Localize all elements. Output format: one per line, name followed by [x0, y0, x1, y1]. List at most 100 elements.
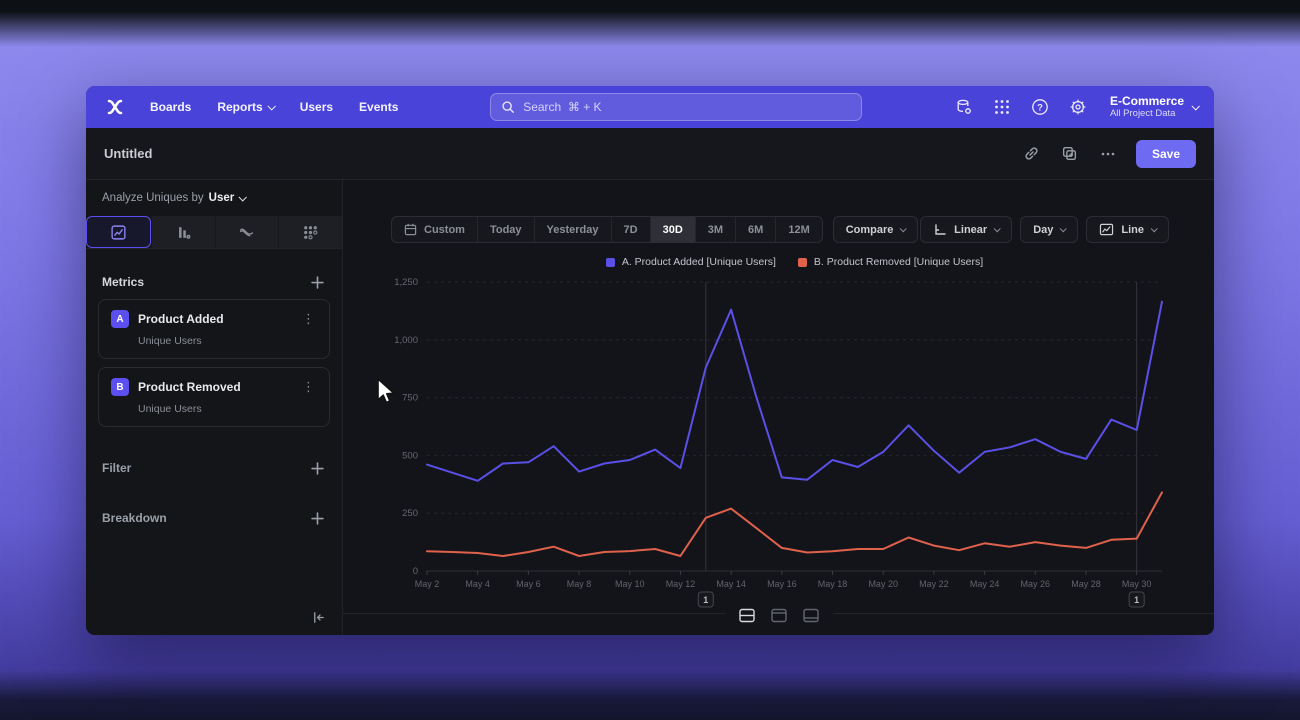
link-icon[interactable]	[1022, 144, 1042, 164]
flows-tab[interactable]	[214, 216, 279, 248]
svg-text:1,000: 1,000	[394, 335, 418, 346]
range-6m[interactable]: 6M	[735, 217, 775, 242]
range-7d[interactable]: 7D	[610, 217, 650, 242]
settings-gear-icon[interactable]	[1068, 97, 1088, 117]
svg-text:May 6: May 6	[516, 579, 541, 589]
range-yesterday[interactable]: Yesterday	[533, 217, 611, 242]
range-3m[interactable]: 3M	[694, 217, 735, 242]
annotation-marker[interactable]: 1	[1128, 591, 1145, 608]
bar-chart-icon	[175, 224, 192, 241]
legend-label: A. Product Added [Unique Users]	[621, 256, 776, 268]
chevron-down-icon	[993, 225, 1001, 233]
svg-text:May 18: May 18	[818, 579, 848, 589]
top-nav-bar: Boards Reports Users Events ?	[86, 86, 1214, 128]
compare-button[interactable]: Compare	[832, 216, 919, 243]
line-chart-icon	[110, 224, 127, 241]
collapse-sidebar-icon[interactable]	[311, 610, 326, 625]
search-input[interactable]	[523, 100, 852, 114]
svg-text:May 20: May 20	[868, 579, 898, 589]
chevron-down-icon	[900, 225, 908, 233]
metric-measurement: Unique Users	[138, 403, 202, 415]
metric-menu-icon[interactable]: ⋮	[302, 311, 315, 326]
annotation-marker[interactable]: 1	[697, 591, 714, 608]
report-title[interactable]: Untitled	[104, 146, 153, 161]
breakdown-title: Breakdown	[102, 511, 167, 525]
metric-badge: A	[111, 310, 129, 328]
series-line[interactable]	[426, 300, 1163, 482]
metric-menu-icon[interactable]: ⋮	[302, 379, 315, 394]
analyze-row: Analyze Uniques by User	[86, 180, 342, 216]
retention-grid-icon	[302, 224, 319, 241]
help-icon[interactable]: ?	[1030, 97, 1050, 117]
project-name: E-Commerce	[1109, 94, 1184, 108]
metric-card-a[interactable]: A Product Added ⋮ Unique Users	[98, 299, 330, 359]
legend-item[interactable]: B. Product Removed [Unique Users]	[797, 256, 983, 268]
view-layout-toggles	[724, 605, 833, 626]
project-subtitle: All Project Data	[1109, 108, 1176, 119]
legend-item[interactable]: A. Product Added [Unique Users]	[605, 256, 776, 268]
add-filter-button[interactable]	[308, 459, 326, 477]
range-today[interactable]: Today	[476, 217, 534, 242]
nav-item-boards[interactable]: Boards	[150, 100, 192, 114]
chevron-down-icon	[1150, 225, 1158, 233]
split-view-toggle[interactable]	[735, 605, 759, 625]
insights-tab[interactable]	[86, 216, 151, 248]
project-switcher[interactable]: E-Commerce All Project Data	[1109, 94, 1200, 119]
scale-dropdown[interactable]: Linear	[920, 216, 1013, 243]
svg-text:May 24: May 24	[970, 579, 1000, 589]
svg-text:May 14: May 14	[716, 579, 746, 589]
svg-text:May 30: May 30	[1122, 579, 1152, 589]
chart-type-dropdown[interactable]: Line	[1086, 216, 1169, 243]
duplicate-icon[interactable]	[1060, 144, 1080, 164]
series-line[interactable]	[426, 491, 1163, 557]
chevron-down-icon	[267, 102, 276, 111]
app-window: Boards Reports Users Events ?	[86, 86, 1214, 635]
legend-swatch	[605, 257, 615, 267]
svg-text:May 10: May 10	[615, 579, 645, 589]
date-range-selector: Custom Today Yesterday 7D 30D 3M 6M 12M	[391, 216, 823, 243]
chart-footer	[343, 605, 1214, 635]
svg-text:?: ?	[1037, 102, 1043, 113]
linear-scale-icon	[933, 223, 947, 237]
svg-text:May 2: May 2	[415, 579, 440, 589]
chart-legend: A. Product Added [Unique Users] B. Produc…	[427, 256, 1162, 268]
svg-text:1: 1	[703, 595, 708, 605]
data-settings-icon[interactable]	[954, 97, 974, 117]
report-header: Untitled Save	[86, 128, 1214, 180]
apps-grid-icon[interactable]	[992, 97, 1012, 117]
metric-list: A Product Added ⋮ Unique Users B Product Remo…	[86, 299, 342, 427]
insights-line-chart[interactable]: 0 250 500 750 1,000 1,250 May 2 May 4 May 6 May 8…	[343, 270, 1214, 615]
filter-title: Filter	[102, 461, 132, 475]
svg-text:May 26: May 26	[1021, 579, 1051, 589]
search-icon	[501, 100, 515, 114]
metric-card-b[interactable]: B Product Removed ⋮ Unique Users	[98, 367, 330, 427]
legend-swatch	[797, 257, 807, 267]
chart-only-view-toggle[interactable]	[767, 605, 791, 625]
line-chart-icon	[1099, 223, 1114, 236]
interval-dropdown[interactable]: Day	[1020, 216, 1079, 243]
svg-text:1: 1	[1134, 595, 1139, 605]
analyze-label: Analyze Uniques by	[102, 192, 204, 204]
search-container	[398, 93, 954, 121]
svg-text:0: 0	[413, 566, 418, 577]
add-breakdown-button[interactable]	[308, 509, 326, 527]
nav-item-events[interactable]: Events	[359, 100, 399, 114]
range-12m[interactable]: 12M	[775, 217, 821, 242]
nav-item-reports[interactable]: Reports	[217, 100, 276, 114]
table-only-view-toggle[interactable]	[799, 605, 823, 625]
range-30d[interactable]: 30D	[649, 217, 695, 242]
more-icon[interactable]	[1098, 144, 1118, 164]
metric-name: Product Removed	[138, 380, 241, 394]
funnels-tab[interactable]	[150, 216, 215, 248]
nav-item-users[interactable]: Users	[299, 100, 334, 114]
save-button[interactable]: Save	[1135, 139, 1196, 168]
add-metric-button[interactable]	[308, 273, 326, 291]
retention-tab[interactable]	[278, 216, 342, 248]
flows-icon	[238, 224, 255, 241]
analyze-by-dropdown[interactable]: User	[209, 192, 248, 204]
search-bar[interactable]	[490, 93, 863, 121]
mixpanel-logo-icon[interactable]	[102, 94, 128, 120]
range-custom[interactable]: Custom	[392, 217, 477, 242]
chevron-down-icon	[1191, 102, 1200, 111]
svg-text:May 8: May 8	[567, 579, 592, 589]
